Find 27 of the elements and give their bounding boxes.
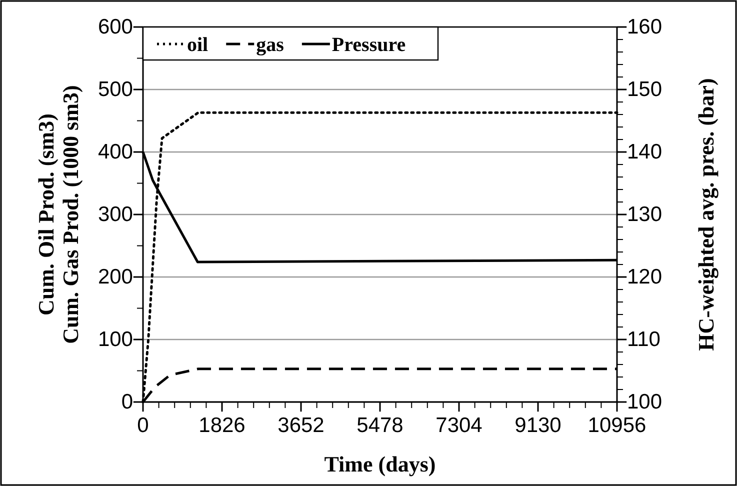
y2-tick-label: 100	[627, 390, 662, 414]
x-tick-label: 0	[137, 414, 149, 437]
y2-tick-label: 150	[627, 78, 662, 102]
y-axis-title: Cum. Oil Prod. (sm3) Cum. Gas Prod. (1000 sm3)	[34, 85, 83, 344]
y-tick-label: 400	[98, 140, 133, 164]
x-tick-label: 10956	[588, 414, 646, 437]
y-tick-label: 300	[98, 203, 133, 226]
y2-tick-label: 160	[627, 16, 662, 39]
x-axis-title: Time (days)	[324, 452, 436, 477]
x-tick-label: 9130	[514, 414, 562, 437]
x-tick-label: 3652	[278, 414, 324, 437]
y2-tick-label: 130	[627, 203, 662, 226]
y-tick-label: 500	[98, 78, 133, 102]
y2-axis-title: HC-weighted avg. pres. (bar)	[694, 78, 719, 351]
x-tick-label: 7304	[436, 414, 483, 437]
y-tick-label: 100	[98, 328, 133, 352]
y-tick-label: 600	[98, 16, 133, 39]
y2-tick-label: 120	[627, 266, 662, 289]
legend-label: oil	[187, 34, 209, 56]
legend-label: gas	[256, 34, 284, 56]
y-tick-label: 0	[121, 390, 133, 414]
y-tick-label: 200	[98, 266, 133, 289]
legend-label: Pressure	[332, 34, 406, 56]
y2-tick-label: 110	[627, 328, 660, 352]
x-tick-label: 5478	[356, 414, 404, 437]
x-tick-label: 1826	[198, 414, 246, 437]
y2-tick-label: 140	[627, 140, 662, 164]
